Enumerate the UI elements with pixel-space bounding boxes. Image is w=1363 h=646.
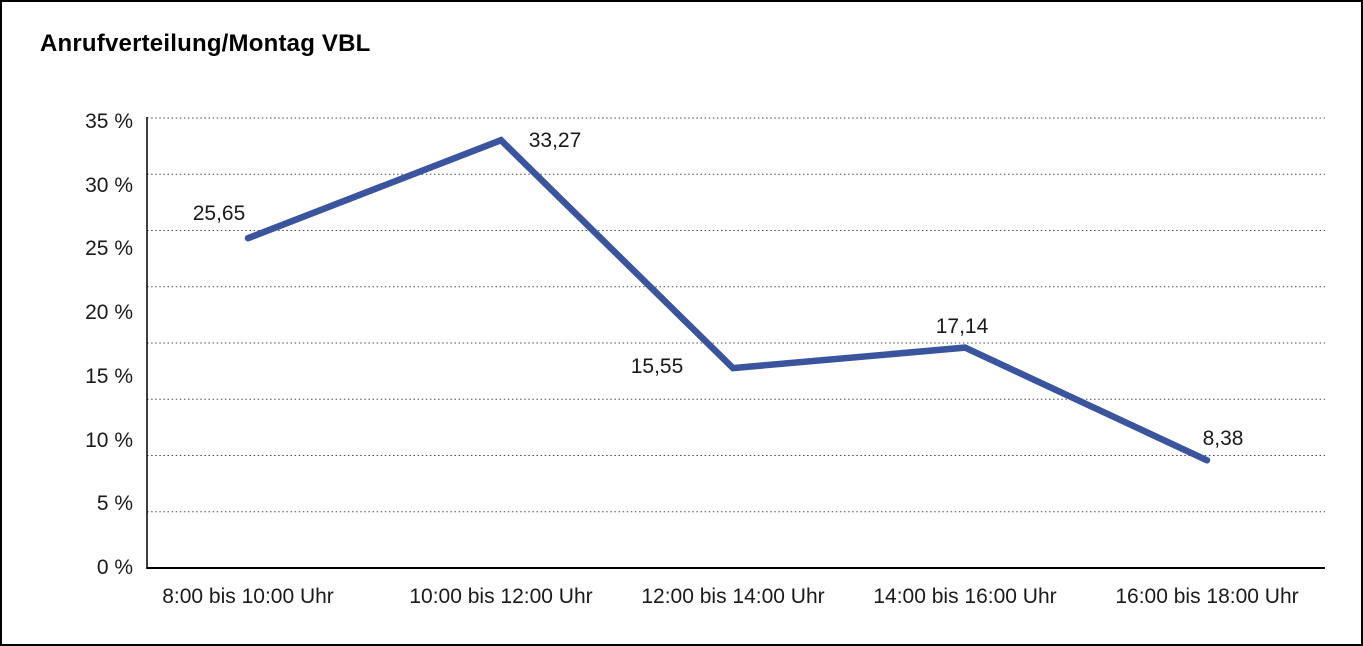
data-point-label: 17,14 (935, 314, 989, 338)
x-axis-category-label: 12:00 bis 14:00 Uhr (641, 585, 825, 608)
y-axis-tick-label: 5 % (96, 492, 133, 516)
data-point-label: 33,27 (528, 129, 582, 153)
x-axis-category-label: 16:00 bis 18:00 Uhr (1115, 585, 1299, 608)
y-axis-tick-label: 35 % (85, 110, 133, 133)
y-axis-tick-label: 25 % (85, 237, 133, 261)
y-axis-tick-label: 30 % (85, 173, 133, 197)
y-axis-tick-label: 15 % (85, 364, 133, 388)
gridlines (147, 117, 1325, 513)
x-axis-category-label: 10:00 bis 12:00 Uhr (409, 585, 593, 608)
x-axis-category-label: 14:00 bis 16:00 Uhr (873, 585, 1057, 608)
chart-title: Anrufverteilung/Montag VBL (40, 30, 371, 57)
x-axis-category-label: 8:00 bis 10:00 Uhr (162, 585, 334, 608)
y-axis-tick-label: 20 % (85, 301, 133, 325)
series-polyline (244, 136, 1211, 464)
axes (146, 117, 1325, 569)
data-point-label: 25,65 (192, 202, 246, 226)
data-series-line (244, 136, 1211, 464)
y-axis-tick-label: 10 % (85, 428, 133, 452)
data-point-label: 15,55 (630, 355, 684, 379)
data-point-label: 8,38 (1202, 427, 1244, 451)
y-axis-tick-label: 0 % (96, 556, 133, 579)
